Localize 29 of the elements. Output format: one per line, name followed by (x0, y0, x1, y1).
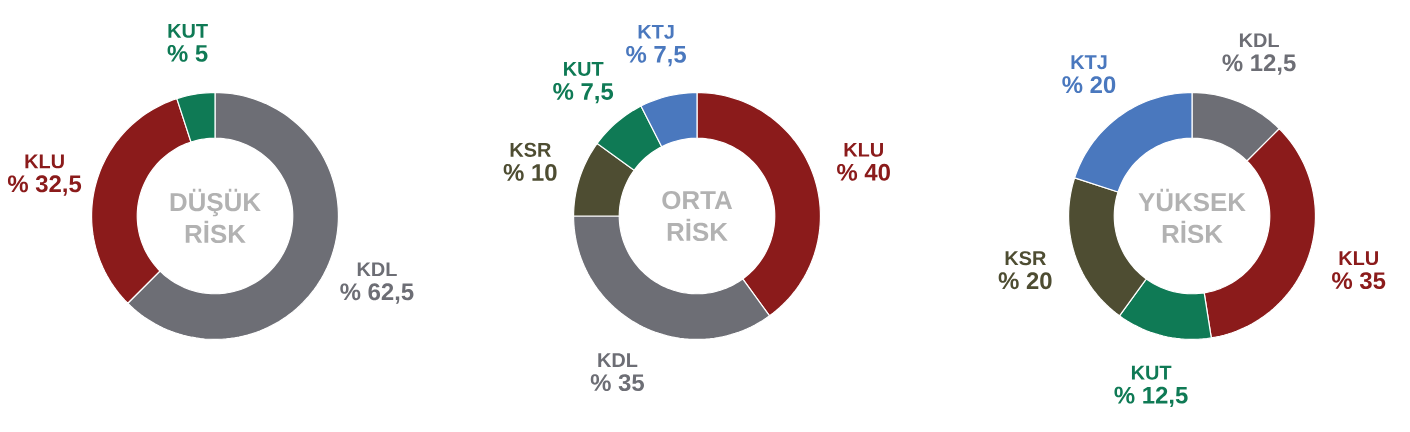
text: DÜŞÜK RİSK (170, 188, 261, 244)
data-label: % 35 (1332, 272, 1386, 290)
slice-label: KUT (564, 62, 604, 76)
slice-label: KSR (1005, 251, 1046, 266)
data-label: % 12,5 (1222, 54, 1296, 75)
slice-label: KTJ (638, 24, 674, 39)
data-label: % 7,5 (626, 45, 686, 67)
slice-label: KSR (510, 142, 551, 157)
data-label: % 32,5 (7, 175, 82, 196)
data-label: % 35 (590, 374, 644, 392)
slice-label: KDL (598, 353, 638, 367)
data-label: % 5 (167, 44, 208, 62)
slice-label: KLU (25, 154, 64, 169)
data-label: % 40 (837, 163, 890, 181)
slice-label: KUT (1131, 365, 1172, 380)
slice-label: KLU (844, 142, 883, 157)
slice-label: KLU (1339, 251, 1378, 266)
data-label: % 12,5 (1114, 386, 1188, 408)
slice-label: KDL (1239, 33, 1279, 48)
text: ORTA RİSK (662, 190, 733, 242)
data-label: % 10 (503, 163, 557, 181)
text: YÜKSEK RİSK (1138, 188, 1246, 244)
data-label: % 20 (998, 272, 1052, 290)
slice-label: KTJ (1071, 55, 1107, 70)
data-label: % 7,5 (553, 83, 614, 104)
slice-label: KDL (357, 262, 397, 277)
data-label: % 20 (1062, 76, 1116, 94)
data-label: % 62,5 (340, 283, 414, 304)
slice-label: KUT (168, 23, 208, 38)
